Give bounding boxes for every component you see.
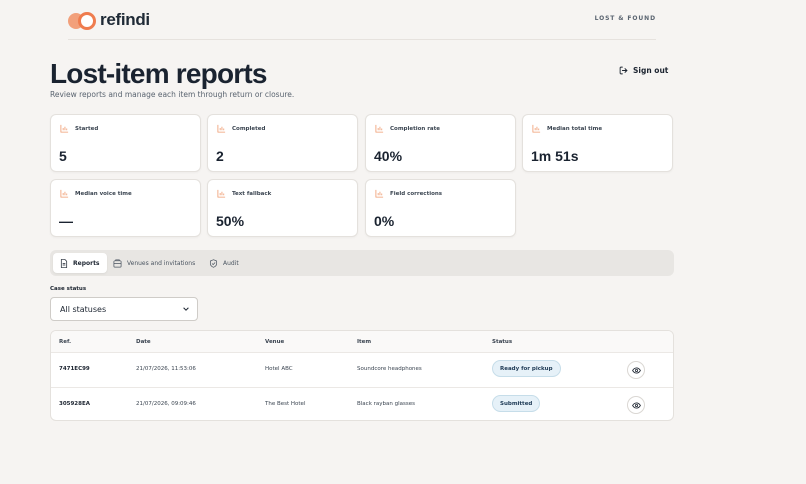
- bar-chart-icon: [60, 189, 69, 198]
- logo-mark-icon: [68, 11, 97, 30]
- logo-text: refindi: [100, 10, 150, 29]
- stat-card-completion-rate: Completion rate 40%: [365, 114, 516, 172]
- eye-icon: [631, 402, 641, 408]
- stat-card-completed: Completed 2: [207, 114, 358, 172]
- building-icon: [113, 259, 122, 267]
- logo[interactable]: refindi: [68, 10, 150, 30]
- status-badge: Submitted: [492, 395, 541, 412]
- stat-label: Median voice time: [75, 190, 132, 197]
- cell-venue: Hotel ABC: [265, 366, 293, 372]
- stat-card-median-voice-time: Median voice time —: [50, 179, 201, 237]
- stat-label: Text fallback: [232, 190, 272, 197]
- stat-value: —: [59, 213, 73, 229]
- case-status-selected: All statuses: [60, 304, 107, 314]
- column-header-ref: Ref.: [59, 339, 72, 345]
- stat-label: Completed: [232, 125, 266, 132]
- stat-label: Field corrections: [390, 190, 443, 197]
- status-badge: Ready for pickup: [492, 360, 561, 377]
- cell-ref: 7471EC99: [59, 366, 90, 372]
- sign-out-label: Sign out: [633, 66, 669, 75]
- stat-card-median-total-time: Median total time 1m 51s: [522, 114, 673, 172]
- shield-check-icon: [209, 258, 218, 268]
- stat-card-text-fallback: Text fallback 50%: [207, 179, 358, 237]
- reports-table: Ref. Date Venue Item Status 7471EC99 21/…: [50, 330, 674, 421]
- cell-venue: The Best Hotel: [265, 401, 306, 407]
- column-header-item: Item: [357, 339, 372, 345]
- bar-chart-icon: [217, 189, 226, 198]
- stat-label: Started: [75, 125, 99, 132]
- top-header: refindi LOST & FOUND: [68, 0, 656, 40]
- tab-bar: Reports Venues and invitations Audit: [50, 250, 674, 276]
- document-icon: [60, 258, 68, 268]
- bar-chart-icon: [375, 124, 384, 133]
- column-header-status: Status: [492, 339, 513, 345]
- sign-out-icon: [619, 66, 628, 75]
- stat-value: 0%: [374, 213, 395, 229]
- cell-item: Black rayban glasses: [357, 401, 415, 407]
- column-header-venue: Venue: [265, 339, 285, 345]
- stat-label: Median total time: [547, 125, 603, 132]
- page-title: Lost-item reports: [50, 58, 267, 89]
- nav-label-lost-found: LOST & FOUND: [594, 15, 656, 22]
- bar-chart-icon: [532, 124, 541, 133]
- case-status-label: Case status: [50, 286, 87, 292]
- bar-chart-icon: [60, 124, 69, 133]
- case-status-select[interactable]: All statuses: [50, 297, 198, 321]
- stat-value: 1m 51s: [531, 148, 579, 164]
- chevron-down-icon: [183, 307, 189, 311]
- cell-item: Soundcore headphones: [357, 366, 422, 372]
- bar-chart-icon: [375, 189, 384, 198]
- stat-card-field-corrections: Field corrections 0%: [365, 179, 516, 237]
- view-report-button[interactable]: [627, 396, 645, 414]
- table-header: Ref. Date Venue Item Status: [51, 331, 673, 353]
- sign-out-button[interactable]: Sign out: [619, 66, 668, 75]
- cell-date: 21/07/2026, 09:09:46: [136, 401, 196, 407]
- tab-reports[interactable]: Reports: [53, 253, 107, 273]
- stat-value: 2: [216, 148, 224, 164]
- tab-label: Audit: [223, 259, 239, 267]
- stat-card-started: Started 5: [50, 114, 201, 172]
- page-subtitle: Review reports and manage each item thro…: [50, 90, 295, 99]
- table-row[interactable]: 305928EA 21/07/2026, 09:09:46 The Best H…: [51, 387, 673, 420]
- stat-value: 40%: [374, 148, 403, 164]
- view-report-button[interactable]: [627, 361, 645, 379]
- stat-value: 50%: [216, 213, 245, 229]
- cell-date: 21/07/2026, 11:53:06: [136, 366, 196, 372]
- tab-label: Venues and invitations: [127, 259, 196, 267]
- cell-ref: 305928EA: [59, 401, 90, 407]
- stat-value: 5: [59, 148, 67, 164]
- tab-venues-and-invitations[interactable]: Venues and invitations: [106, 253, 202, 273]
- eye-icon: [631, 367, 641, 373]
- tab-audit[interactable]: Audit: [202, 253, 246, 273]
- table-row[interactable]: 7471EC99 21/07/2026, 11:53:06 Hotel ABC …: [51, 353, 673, 387]
- stat-label: Completion rate: [390, 125, 441, 132]
- tab-label: Reports: [73, 259, 100, 267]
- bar-chart-icon: [217, 124, 226, 133]
- column-header-date: Date: [136, 339, 151, 345]
